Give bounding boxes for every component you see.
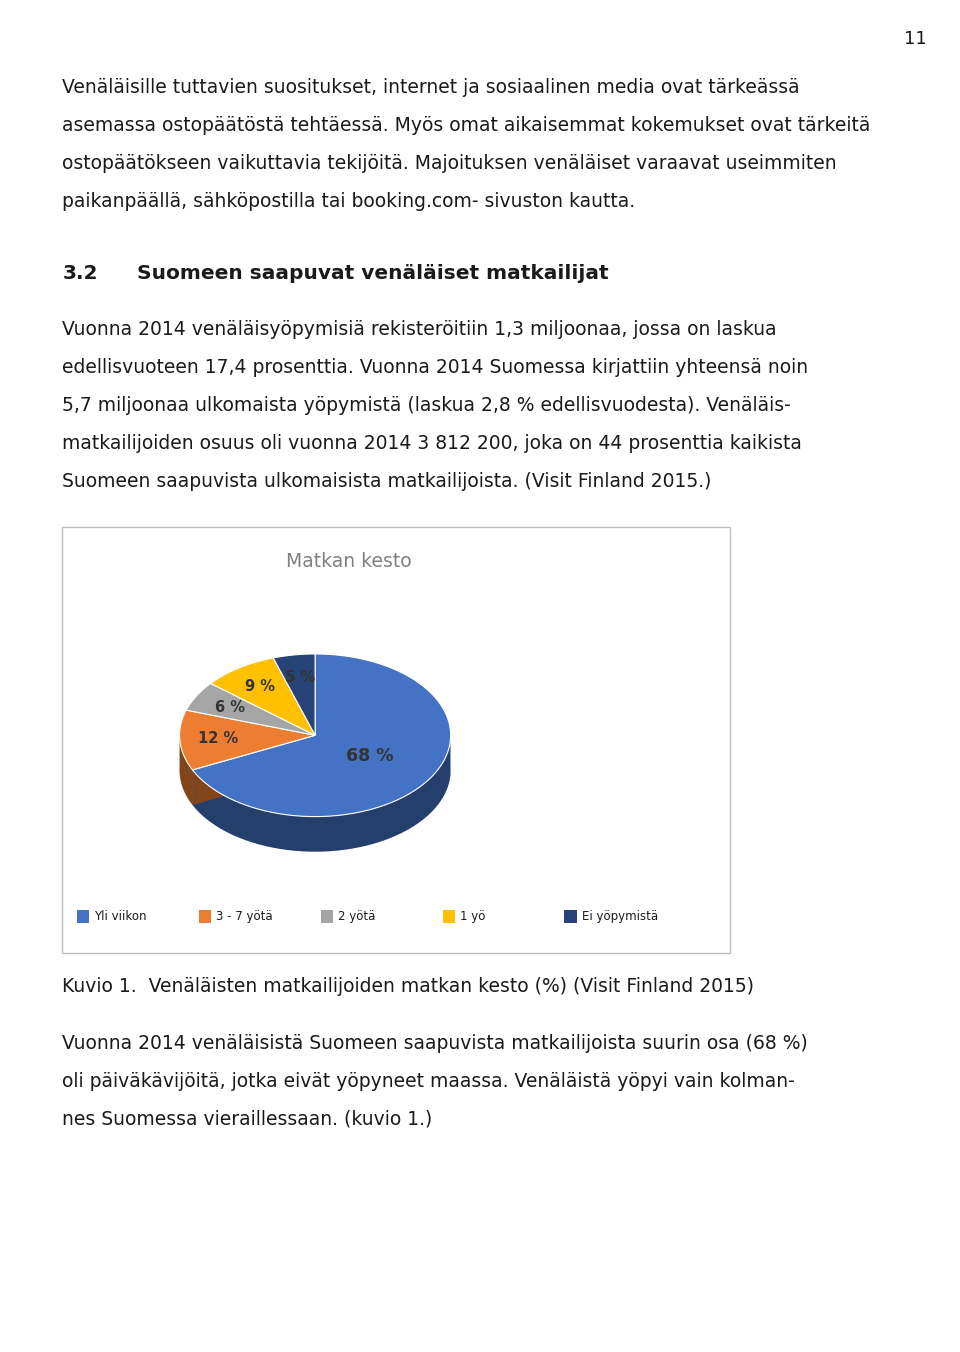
Text: oli päiväkävijöitä, jotka eivät yöpyneet maassa. Venäläistä yöpyi vain kolman-: oli päiväkävijöitä, jotka eivät yöpyneet…: [62, 1072, 795, 1091]
Text: 2 yötä: 2 yötä: [338, 910, 375, 923]
Polygon shape: [186, 684, 315, 735]
Text: 6 %: 6 %: [215, 699, 245, 715]
Polygon shape: [274, 654, 315, 735]
Polygon shape: [192, 735, 315, 804]
Text: 3 - 7 yötä: 3 - 7 yötä: [216, 910, 273, 923]
Text: Suomeen saapuvat venäläiset matkailijat: Suomeen saapuvat venäläiset matkailijat: [137, 264, 609, 283]
Polygon shape: [180, 735, 192, 804]
Text: Suomeen saapuvista ulkomaisista matkailijoista. (Visit Finland 2015.): Suomeen saapuvista ulkomaisista matkaili…: [62, 472, 711, 491]
Text: 1 yö: 1 yö: [460, 910, 485, 923]
Text: Vuonna 2014 venäläisistä Suomeen saapuvista matkailijoista suurin osa (68 %): Vuonna 2014 venäläisistä Suomeen saapuvi…: [62, 1034, 808, 1053]
Text: Venäläisille tuttavien suositukset, internet ja sosiaalinen media ovat tärkeässä: Venäläisille tuttavien suositukset, inte…: [62, 78, 800, 97]
Text: 5,7 miljoonaa ulkomaista yöpymistä (laskua 2,8 % edellisvuodesta). Venäläis-: 5,7 miljoonaa ulkomaista yöpymistä (lask…: [62, 396, 791, 415]
Text: paikanpäällä, sähköpostilla tai booking.com‑ sivuston kautta.: paikanpäällä, sähköpostilla tai booking.…: [62, 192, 636, 211]
Text: Matkan kesto: Matkan kesto: [286, 552, 412, 571]
Text: 3.2: 3.2: [62, 264, 98, 283]
Polygon shape: [210, 658, 315, 735]
Polygon shape: [192, 735, 315, 804]
Text: 9 %: 9 %: [245, 679, 276, 695]
Text: 5 %: 5 %: [285, 671, 315, 685]
Polygon shape: [192, 654, 450, 817]
Text: ostopäätökseen vaikuttavia tekijöitä. Majoituksen venäläiset varaavat useimmiten: ostopäätökseen vaikuttavia tekijöitä. Ma…: [62, 154, 837, 173]
Text: Yli viikon: Yli viikon: [94, 910, 147, 923]
Ellipse shape: [180, 690, 450, 852]
Polygon shape: [192, 740, 450, 852]
Text: matkailijoiden osuus oli vuonna 2014 3 812 200, joka on 44 prosenttia kaikista: matkailijoiden osuus oli vuonna 2014 3 8…: [62, 434, 803, 453]
Text: Ei yöpymistä: Ei yöpymistä: [582, 910, 658, 923]
Text: Kuvio 1.  Venäläisten matkailijoiden matkan kesto (%) (Visit Finland 2015): Kuvio 1. Venäläisten matkailijoiden matk…: [62, 977, 755, 996]
Text: asemassa ostopäätöstä tehtäessä. Myös omat aikaisemmat kokemukset ovat tärkeitä: asemassa ostopäätöstä tehtäessä. Myös om…: [62, 116, 871, 135]
Text: 12 %: 12 %: [198, 731, 238, 746]
Text: 11: 11: [903, 30, 926, 47]
Polygon shape: [180, 710, 315, 769]
Text: 68 %: 68 %: [347, 748, 394, 765]
Text: Vuonna 2014 venäläisyöpymisiä rekisteröitiin 1,3 miljoonaa, jossa on laskua: Vuonna 2014 venäläisyöpymisiä rekisteröi…: [62, 320, 777, 339]
Text: edellisvuoteen 17,4 prosenttia. Vuonna 2014 Suomessa kirjattiin yhteensä noin: edellisvuoteen 17,4 prosenttia. Vuonna 2…: [62, 358, 808, 377]
Text: nes Suomessa vieraillessaan. (kuvio 1.): nes Suomessa vieraillessaan. (kuvio 1.): [62, 1110, 433, 1129]
